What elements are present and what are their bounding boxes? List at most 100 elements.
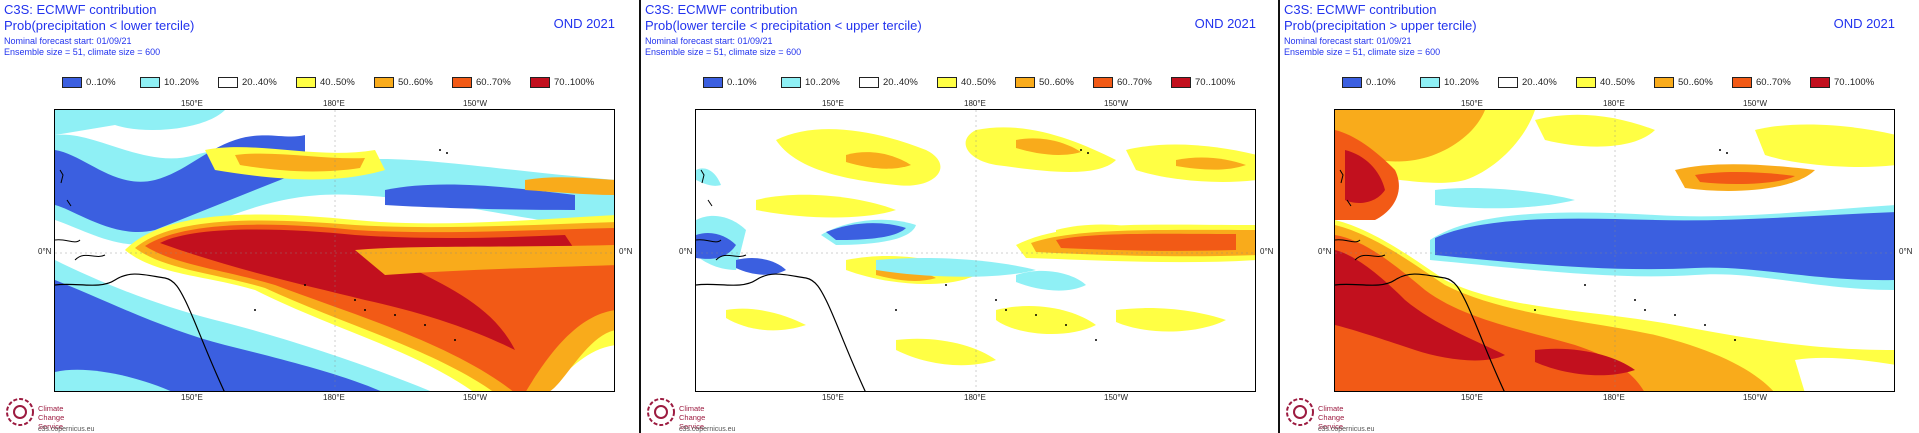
tick-left: 0°N (38, 247, 52, 256)
tick-top: 150°E (1461, 99, 1483, 108)
legend-swatch (1810, 77, 1830, 88)
panel-divider (1278, 0, 1280, 433)
c3s-emblem-icon (647, 398, 675, 426)
legend-label: 50..60% (1678, 77, 1713, 88)
legend-swatch (530, 77, 550, 88)
legend-label: 40..50% (961, 77, 996, 88)
legend-label: 50..60% (398, 77, 433, 88)
legend-swatch (1342, 77, 1362, 88)
legend-label: 0..10% (86, 77, 116, 88)
panel-subtitle: Prob(lower tercile < precipitation < upp… (645, 18, 922, 33)
logo-text: Climate Change Service (679, 404, 725, 431)
tick-left: 0°N (1318, 247, 1332, 256)
tick-top: 150°E (181, 99, 203, 108)
logo-url: c3s.copernicus.eu (1318, 426, 1375, 433)
tick-top: 180°E (323, 99, 345, 108)
probability-map (1334, 109, 1895, 392)
panel-divider (639, 0, 641, 433)
logo-text: Climate Change Service (1318, 404, 1364, 431)
legend-swatch (781, 77, 801, 88)
tick-top: 150°W (463, 99, 488, 108)
legend-label: 10..20% (1444, 77, 1479, 88)
tick-bottom: 150°E (822, 393, 844, 402)
tick-bottom: 150°E (1461, 393, 1483, 402)
legend-label: 20..40% (242, 77, 277, 88)
legend-label: 60..70% (1117, 77, 1152, 88)
logo-line1: Climate (1318, 404, 1344, 413)
c3s-logo: Climate Change Service c3s.copernicus.eu (645, 396, 735, 433)
legend-swatch (374, 77, 394, 88)
tick-bottom: 180°E (964, 393, 986, 402)
c3s-emblem-icon (1286, 398, 1314, 426)
panel-upper-tercile: C3S: ECMWF contribution Prob(precipitati… (1280, 0, 1917, 433)
tick-bottom: 150°E (181, 393, 203, 402)
forecast-start: Nominal forecast start: 01/09/21 (4, 36, 132, 46)
probability-map (695, 109, 1256, 392)
legend-swatch (1576, 77, 1596, 88)
legend-label: 20..40% (883, 77, 918, 88)
legend-label: 40..50% (320, 77, 355, 88)
legend-swatch (62, 77, 82, 88)
legend-swatch (218, 77, 238, 88)
tick-right: 0°N (1260, 247, 1274, 256)
legend-label: 0..10% (727, 77, 757, 88)
legend-swatch (1732, 77, 1752, 88)
c3s-emblem-icon (6, 398, 34, 426)
ensemble-size: Ensemble size = 51, climate size = 600 (645, 47, 802, 57)
tick-top: 180°E (1603, 99, 1625, 108)
tick-top: 150°W (1104, 99, 1129, 108)
legend-label: 60..70% (1756, 77, 1791, 88)
tick-top: 150°W (1743, 99, 1768, 108)
legend-label: 20..40% (1522, 77, 1557, 88)
tick-top: 180°E (964, 99, 986, 108)
c3s-logo: Climate Change Service c3s.copernicus.eu (4, 396, 94, 433)
season-label: OND 2021 (1833, 16, 1895, 31)
season-label: OND 2021 (553, 16, 615, 31)
panel-title: C3S: ECMWF contribution (1284, 2, 1437, 17)
logo-line2: Change Service (38, 413, 65, 431)
legend-swatch (452, 77, 472, 88)
tick-bottom: 150°W (1104, 393, 1129, 402)
legend-swatch (1654, 77, 1674, 88)
tick-bottom: 150°W (463, 393, 488, 402)
logo-line1: Climate (38, 404, 64, 413)
legend-swatch (1015, 77, 1035, 88)
legend-label: 70..100% (1195, 77, 1236, 88)
legend-swatch (1420, 77, 1440, 88)
legend-swatch (1171, 77, 1191, 88)
tick-bottom: 180°E (323, 393, 345, 402)
legend-label: 0..10% (1366, 77, 1396, 88)
ensemble-size: Ensemble size = 51, climate size = 600 (1284, 47, 1441, 57)
tick-bottom: 180°E (1603, 393, 1625, 402)
tick-left: 0°N (679, 247, 693, 256)
tick-right: 0°N (1899, 247, 1913, 256)
legend-swatch (140, 77, 160, 88)
panel-subtitle: Prob(precipitation > upper tercile) (1284, 18, 1477, 33)
panel-middle-tercile: C3S: ECMWF contribution Prob(lower terci… (641, 0, 1278, 433)
logo-url: c3s.copernicus.eu (679, 426, 736, 433)
legend-label: 10..20% (805, 77, 840, 88)
ensemble-size: Ensemble size = 51, climate size = 600 (4, 47, 161, 57)
panel-title: C3S: ECMWF contribution (645, 2, 798, 17)
legend-label: 10..20% (164, 77, 199, 88)
map-middle-tercile-icon (696, 110, 1255, 391)
logo-text: Climate Change Service (38, 404, 84, 431)
legend-swatch (296, 77, 316, 88)
panel-lower-tercile: C3S: ECMWF contribution Prob(precipitati… (0, 0, 637, 433)
legend-label: 40..50% (1600, 77, 1635, 88)
legend-label: 70..100% (1834, 77, 1875, 88)
legend-label: 60..70% (476, 77, 511, 88)
legend-label: 50..60% (1039, 77, 1074, 88)
legend-swatch (1093, 77, 1113, 88)
tick-bottom: 150°W (1743, 393, 1768, 402)
map-above-tercile-icon (1335, 110, 1894, 391)
legend-swatch (1498, 77, 1518, 88)
legend-label: 70..100% (554, 77, 595, 88)
forecast-start: Nominal forecast start: 01/09/21 (645, 36, 773, 46)
logo-line2: Change Service (679, 413, 706, 431)
panel-title: C3S: ECMWF contribution (4, 2, 157, 17)
forecast-start: Nominal forecast start: 01/09/21 (1284, 36, 1412, 46)
panel-subtitle: Prob(precipitation < lower tercile) (4, 18, 195, 33)
probability-map (54, 109, 615, 392)
tick-right: 0°N (619, 247, 633, 256)
